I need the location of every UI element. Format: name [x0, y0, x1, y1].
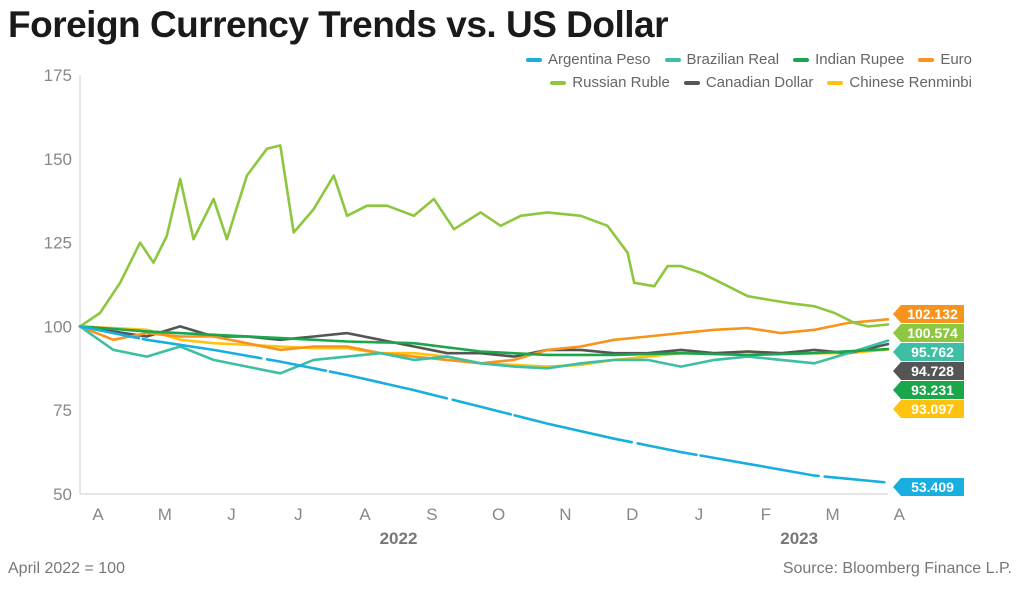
- y-tick-label: 50: [53, 485, 72, 504]
- end-flag-canadian-dollar: [893, 362, 964, 380]
- end-flag-russian-ruble: [893, 324, 964, 342]
- legend-swatch: [793, 57, 810, 62]
- end-flag-chinese-renminbi: [893, 400, 964, 418]
- legend-label: Brazilian Real: [686, 51, 780, 68]
- legend-swatch: [683, 80, 700, 85]
- end-flag-brazilian-real: [893, 343, 964, 361]
- y-tick-label: 150: [44, 150, 72, 169]
- x-tick-label: J: [695, 505, 704, 524]
- end-value-label-argentina-peso: 53.409: [911, 479, 954, 495]
- end-value-label-canadian-dollar: 94.728: [911, 363, 954, 379]
- y-tick-label: 125: [44, 234, 72, 253]
- end-value-label-brazilian-real: 95.762: [911, 344, 954, 360]
- legend-label: Chinese Renminbi: [849, 74, 972, 91]
- end-flag-euro: [893, 305, 964, 323]
- x-tick-label: O: [492, 505, 505, 524]
- y-tick-label: 100: [44, 317, 72, 336]
- x-tick-label: A: [359, 505, 371, 524]
- legend-swatch: [827, 80, 844, 85]
- legend-item-canadian-dollar: Canadian Dollar: [683, 74, 814, 91]
- series-line-indian-rupee: [78, 325, 890, 357]
- year-label: 2023: [780, 529, 818, 548]
- legend-item-indian-rupee: Indian Rupee: [793, 51, 904, 68]
- legend-swatch: [525, 57, 542, 62]
- x-tick-label: M: [825, 505, 839, 524]
- legend-label: Canadian Dollar: [705, 74, 814, 91]
- legend-item-brazilian-real: Brazilian Real: [664, 51, 780, 68]
- legend: Argentina Peso Brazilian Real Indian Rup…: [452, 48, 972, 94]
- series-line-brazilian-real: [78, 325, 890, 375]
- x-tick-label: A: [894, 505, 906, 524]
- end-value-label-euro: 102.132: [907, 306, 958, 322]
- x-tick-label: F: [761, 505, 771, 524]
- x-tick-label: J: [294, 505, 303, 524]
- legend-row-2: Russian Ruble Canadian Dollar Chinese Re…: [452, 71, 972, 94]
- chart-title: Foreign Currency Trends vs. US Dollar: [8, 4, 669, 45]
- legend-label: Euro: [940, 51, 972, 68]
- legend-row-1: Argentina Peso Brazilian Real Indian Rup…: [452, 48, 972, 71]
- legend-item-euro: Euro: [918, 51, 972, 68]
- legend-swatch: [918, 57, 935, 62]
- year-label: 2022: [380, 529, 418, 548]
- x-tick-label: J: [227, 505, 236, 524]
- x-tick-label: M: [158, 505, 172, 524]
- y-tick-label: 175: [44, 66, 72, 85]
- x-tick-label: A: [92, 505, 104, 524]
- legend-item-chinese-renminbi: Chinese Renminbi: [827, 74, 972, 91]
- y-tick-label: 75: [53, 401, 72, 420]
- end-value-label-chinese-renminbi: 93.097: [911, 401, 954, 417]
- legend-label: Argentina Peso: [547, 51, 651, 68]
- x-tick-label: N: [559, 505, 571, 524]
- end-flag-argentina-peso: [893, 478, 964, 496]
- series-line-argentina-peso: [78, 325, 890, 484]
- x-tick-label: D: [626, 505, 638, 524]
- series-line-russian-ruble: [78, 144, 890, 328]
- end-value-label-russian-ruble: 100.574: [907, 325, 958, 341]
- legend-label: Indian Rupee: [815, 51, 905, 68]
- legend-label: Russian Ruble: [572, 74, 670, 91]
- source-note: Source: Bloomberg Finance L.P.: [782, 560, 1012, 577]
- end-flag-indian-rupee: [893, 381, 964, 399]
- legend-item-argentina-peso: Argentina Peso: [525, 51, 651, 68]
- end-value-label-indian-rupee: 93.231: [911, 382, 954, 398]
- baseline-note: April 2022 = 100: [8, 560, 125, 577]
- legend-item-russian-ruble: Russian Ruble: [550, 74, 670, 91]
- legend-swatch: [664, 57, 681, 62]
- legend-swatch: [550, 80, 567, 85]
- x-tick-label: S: [426, 505, 437, 524]
